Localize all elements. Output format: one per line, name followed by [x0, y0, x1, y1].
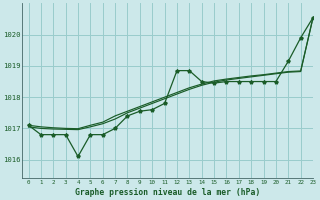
X-axis label: Graphe pression niveau de la mer (hPa): Graphe pression niveau de la mer (hPa): [75, 188, 260, 197]
